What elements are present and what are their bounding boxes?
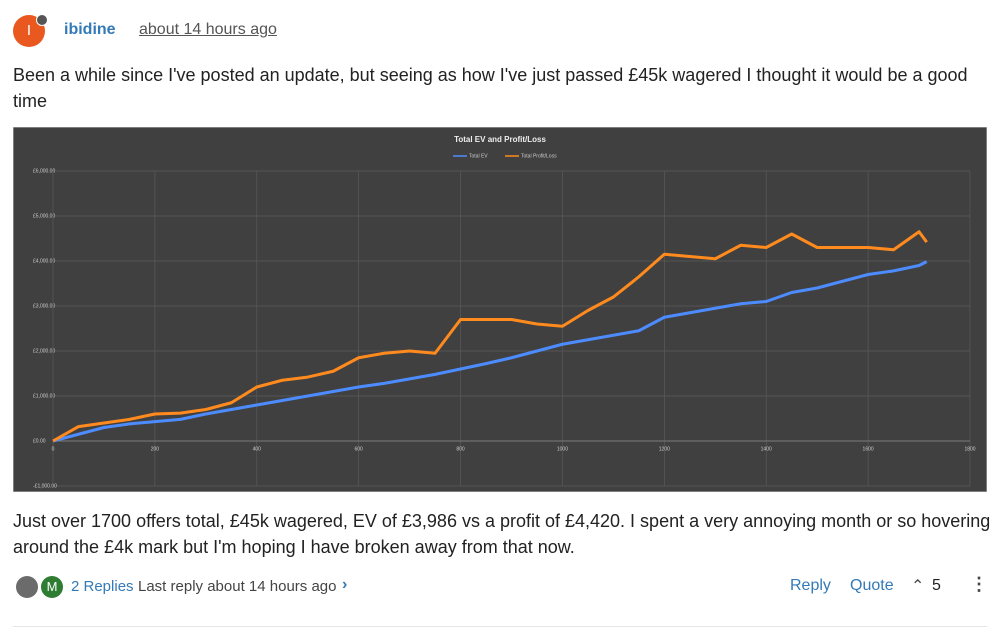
x-tick-label: 1000 — [557, 446, 568, 452]
replies-link[interactable]: 2 Replies — [71, 578, 134, 595]
more-menu[interactable]: ⋮ — [970, 574, 988, 594]
reply-button[interactable]: Reply — [790, 577, 831, 594]
y-tick-label: £2,000.00 — [33, 348, 55, 354]
last-reply: Last reply about 14 hours ago — [138, 578, 337, 595]
user-avatar[interactable]: M — [41, 576, 63, 598]
y-tick-label: £1,000.00 — [33, 393, 55, 399]
x-tick-label: 1800 — [964, 446, 975, 452]
y-tick-label: £5,000.00 — [33, 213, 55, 219]
y-tick-label: -£1,000.00 — [33, 483, 57, 489]
upvote-icon[interactable]: ⌃ — [911, 578, 925, 595]
user-avatar[interactable] — [16, 576, 38, 598]
x-tick-label: 200 — [151, 446, 160, 452]
vote-count: 5 — [932, 577, 941, 594]
y-tick-label: £0.00 — [33, 438, 46, 444]
series-line — [52, 260, 928, 443]
x-tick-label: 400 — [253, 446, 262, 452]
expand-icon[interactable]: › — [342, 576, 348, 593]
y-tick-label: £6,000.00 — [33, 168, 55, 174]
x-tick-label: 0 — [52, 446, 55, 452]
y-tick-label: £4,000.00 — [33, 258, 55, 264]
legend-label: Total Profit/Loss — [521, 153, 557, 159]
quote-button[interactable]: Quote — [850, 577, 894, 594]
x-tick-label: 1200 — [659, 446, 670, 452]
post-text: Been a while since I've posted an update… — [13, 65, 968, 111]
status-dot — [36, 14, 48, 26]
chart-title: Total EV and Profit/Loss — [454, 135, 546, 144]
series-line — [52, 230, 928, 443]
chart: Total EV and Profit/Loss -£1,000.00 £0.00… — [13, 127, 987, 492]
x-tick-label: 1600 — [863, 446, 874, 452]
divider — [13, 626, 987, 627]
chart-bg — [13, 127, 987, 492]
author[interactable]: ibidine — [64, 21, 116, 38]
x-tick-label: 600 — [354, 446, 363, 452]
post-time[interactable]: about 14 hours ago — [139, 21, 277, 38]
post-text: Just over 1700 offers total, £45k wagere… — [13, 511, 991, 557]
x-tick-label: 1400 — [761, 446, 772, 452]
x-tick-label: 800 — [456, 446, 465, 452]
legend-label: Total EV — [469, 153, 488, 159]
y-tick-label: £3,000.00 — [33, 303, 55, 309]
